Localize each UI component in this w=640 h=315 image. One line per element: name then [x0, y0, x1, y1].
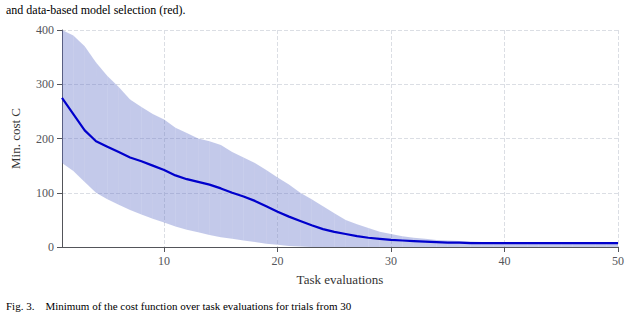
svg-text:Fig. 3. Minimum of the cost: Fig. 3. Minimum of the cost function ove…	[6, 300, 352, 312]
svg-text:100: 100	[36, 186, 54, 200]
svg-text:200: 200	[36, 132, 54, 146]
svg-text:40: 40	[499, 254, 511, 268]
svg-text:Min. cost C: Min. cost C	[8, 108, 23, 169]
svg-text:300: 300	[36, 77, 54, 91]
svg-text:Task evaluations: Task evaluations	[297, 272, 384, 287]
svg-text:20: 20	[272, 254, 284, 268]
svg-text:400: 400	[36, 23, 54, 37]
svg-text:10: 10	[158, 254, 170, 268]
svg-text:50: 50	[612, 254, 624, 268]
svg-text:and data-based model selection: and data-based model selection (red).	[6, 3, 186, 17]
svg-text:0: 0	[48, 240, 54, 254]
svg-text:30: 30	[385, 254, 397, 268]
